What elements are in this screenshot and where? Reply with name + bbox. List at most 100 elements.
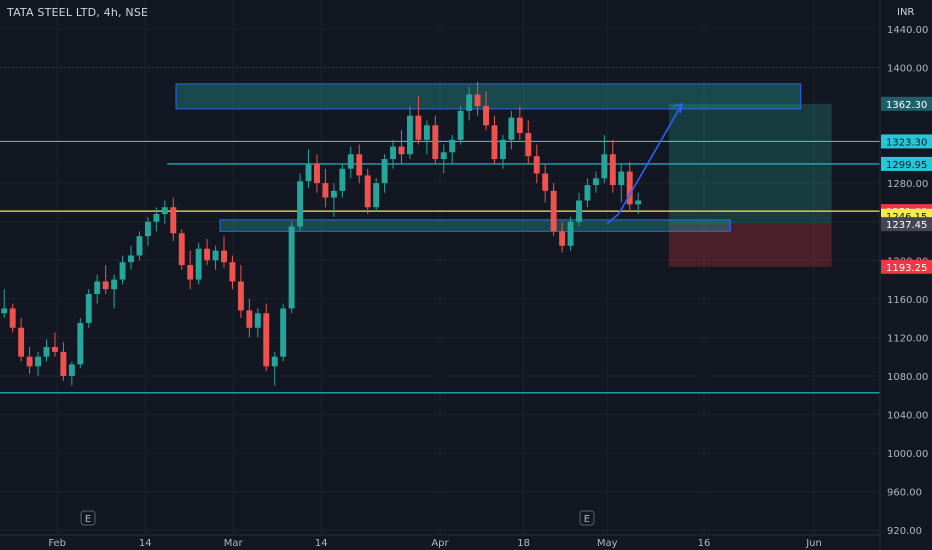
candle-body <box>9 308 16 328</box>
candle-body <box>60 351 67 376</box>
x-tick-label: May <box>597 538 618 549</box>
candle-body <box>508 117 515 140</box>
candle-body <box>601 154 608 179</box>
earnings-icon <box>579 510 595 526</box>
candle-body <box>626 171 633 205</box>
y-tick-label: 960.00 <box>887 488 922 499</box>
candle-body <box>330 190 337 198</box>
y-tick-label: 1400.00 <box>887 63 928 74</box>
candle-body <box>212 250 219 261</box>
candle-body <box>415 115 422 140</box>
price-label: 1362.30 <box>886 100 927 111</box>
candle-body <box>440 152 447 160</box>
candle-body <box>271 356 278 367</box>
currency-label: INR <box>897 7 915 18</box>
candle-body <box>305 163 312 182</box>
candle-body <box>406 115 413 155</box>
candle-body <box>499 139 506 160</box>
y-tick-label: 1000.00 <box>887 449 928 460</box>
candle-body <box>466 94 473 111</box>
candle-body <box>144 221 151 237</box>
price-labels: 1362.301323.301299.951251.001246.151237.… <box>881 96 932 274</box>
zone-1 <box>219 219 731 232</box>
horizontal-lines <box>0 140 880 394</box>
candle-body <box>423 125 430 140</box>
x-tick-label: 14 <box>315 538 328 549</box>
y-tick-label: 1120.00 <box>887 333 928 344</box>
candle-body <box>229 262 236 282</box>
candle-body <box>128 255 134 263</box>
candle-body <box>221 250 227 263</box>
candle-body <box>584 185 591 201</box>
candle-body <box>457 110 464 140</box>
candle-body <box>567 221 574 246</box>
y-tick-label: 1160.00 <box>887 295 928 306</box>
grid-lines <box>0 0 880 535</box>
candle-body <box>559 231 566 246</box>
candle-body <box>119 262 126 280</box>
candle-body <box>43 347 50 357</box>
earnings-icon-glyph: E <box>584 514 590 525</box>
candle-body <box>51 347 58 352</box>
candle-body <box>35 356 41 367</box>
candle-body <box>347 154 354 169</box>
candle-body <box>1 308 8 314</box>
y-tick-label: 1280.00 <box>887 179 928 190</box>
candle-body <box>94 281 101 295</box>
candle-body <box>491 125 498 160</box>
arrow-head <box>672 103 684 114</box>
candle-body <box>204 248 211 261</box>
candle-body <box>483 106 489 126</box>
x-tick-label: 18 <box>517 538 530 549</box>
candle-body <box>263 313 270 367</box>
earnings-icon <box>80 510 96 526</box>
candle-body <box>102 281 109 290</box>
candle-body <box>314 163 320 184</box>
arrow-line <box>617 103 683 215</box>
y-tick-label: 1440.00 <box>887 25 928 36</box>
price-label-bg <box>881 217 932 232</box>
candle-body <box>339 168 346 191</box>
zone-0 <box>175 83 802 110</box>
candle-body <box>432 125 439 160</box>
candle-body <box>178 233 185 266</box>
candle-body <box>381 159 388 184</box>
zone-layer <box>175 83 832 267</box>
candle-body <box>26 356 33 367</box>
symbol-title: TATA STEEL LTD, 4h, NSE <box>7 6 149 19</box>
x-tick-label: 14 <box>139 538 152 549</box>
candle-body <box>576 200 582 222</box>
time-axis[interactable]: Feb 14 Mar 14 Apr 18 May 16 Jun <box>0 534 880 549</box>
candle-body <box>85 294 92 323</box>
candles <box>1 81 642 386</box>
x-tick-label: Jun <box>805 538 822 549</box>
candle-body <box>516 117 523 134</box>
candle-body <box>297 181 304 227</box>
price-axis[interactable]: 920.00 960.00 1000.00 1040.00 1080.00 1120.00… <box>879 0 928 550</box>
candle-body <box>542 173 549 191</box>
x-tick-label: 16 <box>698 538 711 549</box>
candle-body <box>237 281 244 311</box>
y-tick-label: 1080.00 <box>887 372 928 383</box>
candle-body <box>254 313 261 328</box>
candle-body <box>364 175 371 208</box>
candle-body <box>550 190 557 232</box>
candle-body <box>474 94 481 107</box>
candle-body <box>635 200 642 205</box>
candle-body <box>161 207 168 214</box>
candle-body <box>592 178 599 186</box>
price-label-bg <box>881 156 932 171</box>
candle-body <box>373 183 380 208</box>
candle-body <box>18 327 25 357</box>
price-label: 1193.25 <box>886 263 927 274</box>
candle-body <box>187 265 194 280</box>
price-label-bg <box>881 96 932 111</box>
candle-body <box>618 171 625 186</box>
candle-body <box>288 226 295 309</box>
candle-body <box>398 146 405 155</box>
x-tick-label: Apr <box>431 538 449 549</box>
x-tick-label: Mar <box>224 538 244 549</box>
